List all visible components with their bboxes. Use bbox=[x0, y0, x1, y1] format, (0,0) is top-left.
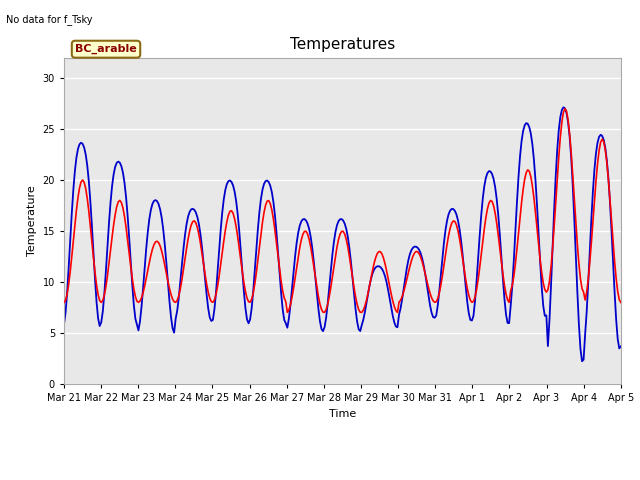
Y-axis label: Temperature: Temperature bbox=[27, 185, 37, 256]
X-axis label: Time: Time bbox=[329, 408, 356, 419]
Legend: Tair, Tsurf: Tair, Tsurf bbox=[270, 479, 415, 480]
Title: Temperatures: Temperatures bbox=[290, 37, 395, 52]
Text: No data for f_Tsky: No data for f_Tsky bbox=[6, 14, 93, 25]
Text: BC_arable: BC_arable bbox=[75, 44, 137, 54]
